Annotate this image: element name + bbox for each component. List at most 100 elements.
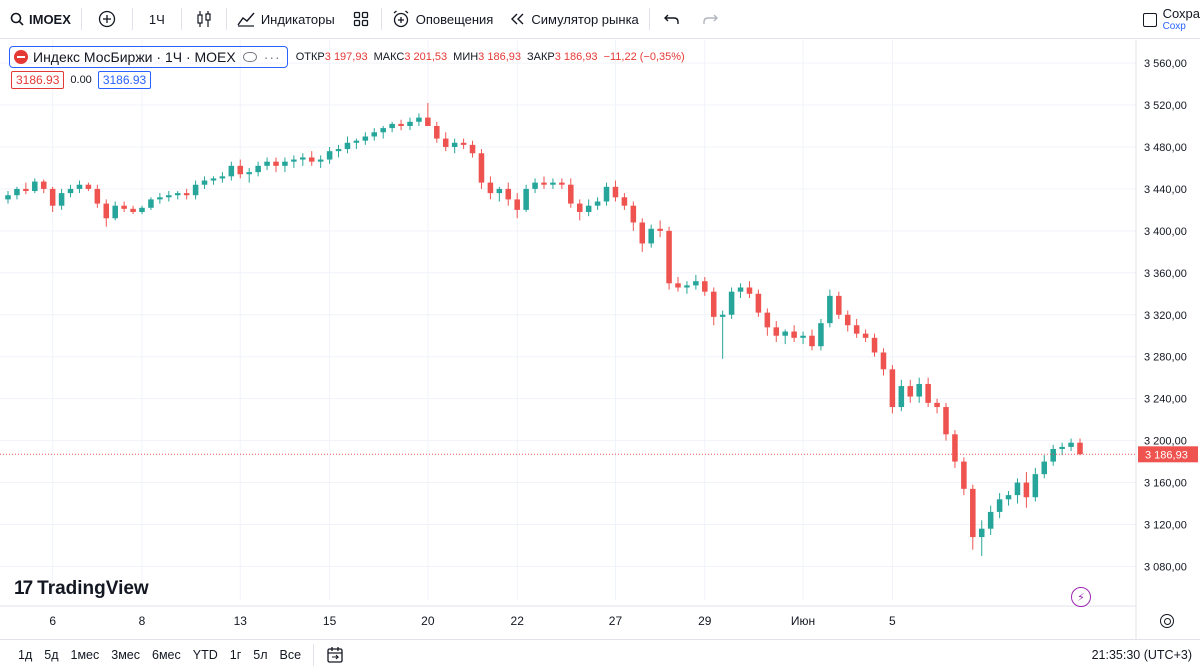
low-value: 3 186,93 [478, 51, 521, 63]
range-button[interactable]: Все [279, 647, 302, 662]
candle [219, 172, 226, 183]
candle [130, 205, 136, 215]
candle [291, 155, 297, 168]
candle [523, 184, 529, 212]
candle [371, 128, 378, 141]
candle [228, 161, 235, 181]
candle [514, 193, 520, 219]
range-button[interactable]: 1г [229, 647, 242, 662]
candle [14, 186, 20, 200]
undo-button[interactable] [652, 0, 692, 39]
eye-icon[interactable] [242, 52, 257, 62]
candle [246, 167, 252, 183]
candle [639, 218, 646, 252]
symbol-label: IMOEX [29, 11, 71, 27]
plus-circle-icon [98, 10, 116, 28]
candle [916, 377, 922, 403]
candle [148, 197, 154, 210]
trade-prices: 3186.93 0.00 3186.93 [11, 71, 152, 89]
open-value: 3 197,93 [324, 51, 368, 63]
tradingview-logo[interactable]: 17 TradingView [14, 578, 149, 600]
candle [344, 136, 351, 154]
candle [710, 287, 717, 326]
candle [237, 159, 244, 179]
y-tick-label: 3 400,00 [1144, 226, 1187, 238]
candle [693, 274, 699, 290]
candle [1023, 472, 1030, 508]
candle [934, 398, 940, 414]
more-dots-icon[interactable]: ··· [263, 49, 281, 65]
range-button[interactable]: 5д [44, 647, 59, 662]
candle [1014, 478, 1021, 504]
search-icon [10, 12, 24, 26]
x-tick-label: 8 [139, 614, 146, 628]
candle [192, 180, 199, 200]
alerts-button[interactable]: Оповещения [384, 0, 502, 39]
divider [648, 8, 650, 30]
candle [952, 430, 958, 468]
compare-button[interactable] [84, 0, 130, 39]
candle [201, 176, 208, 189]
grid-icon [353, 11, 368, 27]
y-tick-label: 3 480,00 [1144, 142, 1187, 154]
candle [666, 226, 672, 290]
candle [550, 178, 556, 189]
last-price-label: 3 186,93 [1145, 449, 1188, 461]
divider [180, 8, 182, 30]
indicators-button[interactable]: Индикаторы [229, 0, 343, 39]
save-area[interactable]: Сохра Сохр [1142, 0, 1200, 39]
candle [1059, 442, 1065, 456]
candle [317, 155, 324, 168]
spread-value: 0.00 [70, 74, 92, 86]
candle [800, 331, 806, 345]
candle [1068, 438, 1074, 452]
chart-type-button[interactable] [184, 0, 224, 39]
ohlc-values: ОТКР3 197,93 МАКС3 201,53 МИН3 186,93 ЗА… [296, 51, 685, 63]
y-tick-label: 3 200,00 [1144, 436, 1187, 448]
open-label: ОТКР [295, 51, 325, 63]
candle [273, 157, 279, 173]
candle [746, 281, 753, 298]
interval-button[interactable]: 1Ч [135, 0, 179, 39]
market-simulator-button[interactable]: Симулятор рынка [501, 0, 646, 39]
candle [451, 138, 458, 154]
symbol-legend[interactable]: Индекс МосБиржи · 1Ч · MOEX ··· [9, 46, 288, 68]
save-button[interactable]: Сохра Сохр [1163, 6, 1200, 32]
lightning-icon[interactable]: ⚡ [1071, 587, 1091, 607]
candle [112, 201, 118, 221]
candle [836, 291, 842, 319]
range-button[interactable]: 1д [18, 647, 33, 662]
x-tick-label: 13 [234, 614, 248, 628]
range-button[interactable]: 1мес [70, 647, 100, 662]
gear-icon[interactable] [1160, 614, 1174, 628]
candle [702, 277, 708, 296]
alerts-label: Оповещения [415, 11, 494, 27]
y-tick-label: 3 240,00 [1144, 394, 1187, 406]
candle [728, 287, 735, 319]
redo-button[interactable] [692, 0, 728, 39]
bid-price[interactable]: 3186.93 [11, 71, 65, 89]
low-label: МИН [453, 51, 479, 63]
candle [898, 379, 905, 412]
candle [67, 184, 74, 198]
symbol-search[interactable]: IMOEX [0, 0, 79, 39]
candle [380, 125, 386, 139]
date-range-icon[interactable] [326, 646, 344, 664]
clock-readout[interactable]: 21:35:30 (UTC+3) [1092, 640, 1192, 669]
range-button[interactable]: 6мес [152, 647, 181, 662]
templates-button[interactable] [343, 0, 379, 39]
range-button[interactable]: 3мес [111, 647, 140, 662]
range-button[interactable]: YTD [192, 647, 218, 662]
high-label: МАКС [373, 51, 405, 63]
ask-price[interactable]: 3186.93 [97, 71, 152, 89]
candle [49, 186, 56, 212]
price-chart[interactable]: 3 560,00 3 520,00 3 480,00 3 440,00 3 400,00… [0, 40, 1200, 639]
candle [335, 144, 342, 158]
range-button[interactable]: 5л [253, 647, 268, 662]
candle [648, 224, 654, 248]
candle [58, 188, 65, 210]
y-tick-label: 3 280,00 [1144, 352, 1187, 364]
y-tick-label: 3 440,00 [1144, 184, 1187, 196]
candle [925, 377, 931, 408]
brand-name: TradingView [37, 578, 149, 599]
